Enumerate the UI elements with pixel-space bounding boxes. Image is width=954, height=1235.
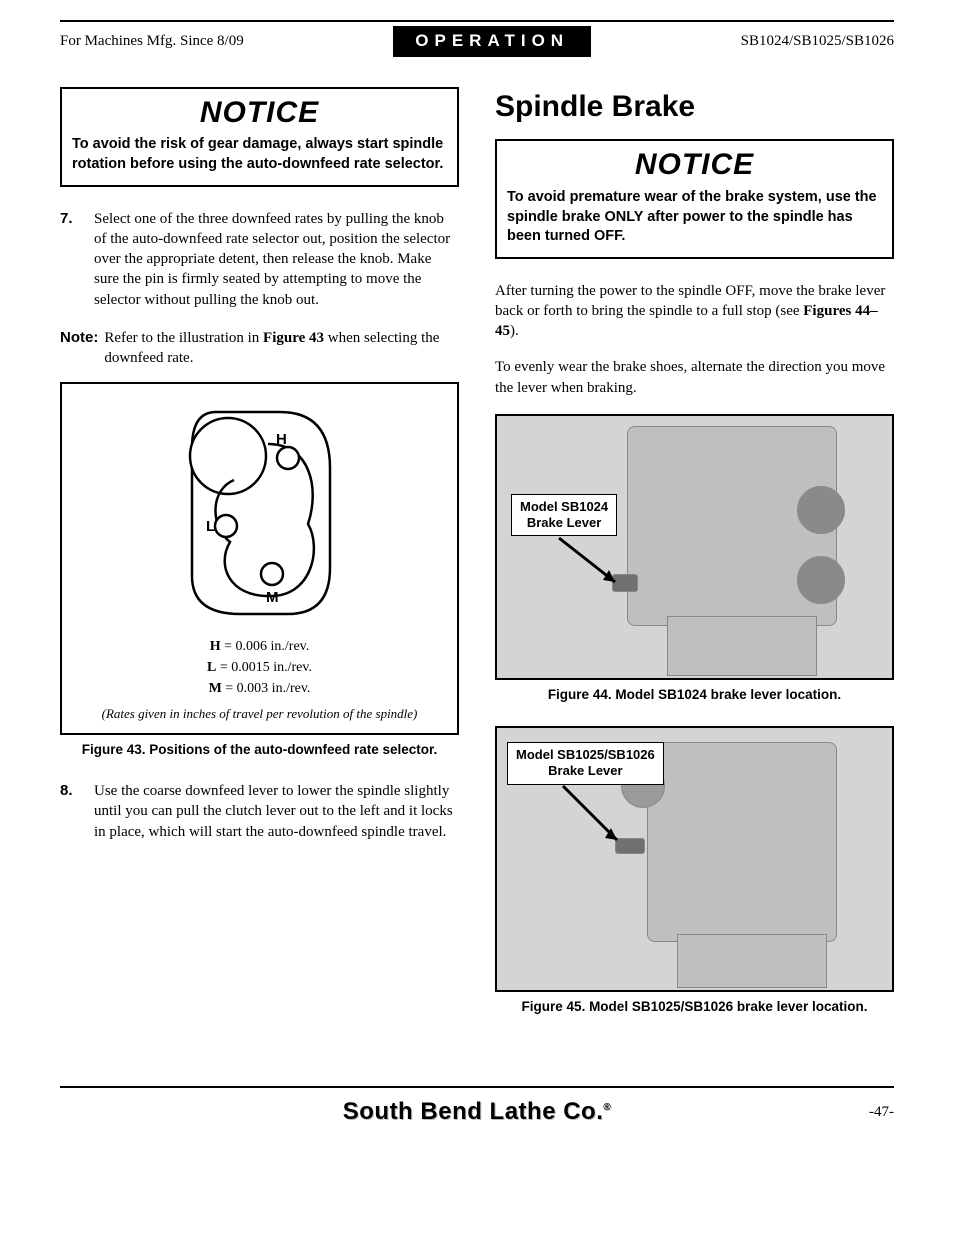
figure-ref-43: Figure 43: [263, 330, 324, 346]
fig45-callout-label: Model SB1025/SB1026 Brake Lever: [507, 742, 664, 785]
content-columns: NOTICE To avoid the risk of gear damage,…: [60, 87, 894, 1016]
footer-brand: South Bend Lathe Co.®: [343, 1096, 612, 1128]
footer-rule: [60, 1086, 894, 1088]
note-label: Note:: [60, 329, 98, 346]
step-text: Use the coarse downfeed lever to lower t…: [94, 781, 459, 842]
rate-l-val: = 0.0015 in./rev.: [216, 660, 312, 675]
fig44-callout-label: Model SB1024 Brake Lever: [511, 494, 617, 537]
rate-h-label: H: [210, 639, 221, 654]
note-text-a: Refer to the illustration in: [104, 330, 263, 346]
rates-list: H = 0.006 in./rev. L = 0.0015 in./rev. M…: [72, 636, 447, 699]
para1-b: ).: [510, 323, 519, 339]
left-column: NOTICE To avoid the risk of gear damage,…: [60, 87, 459, 1016]
header-section-badge: OPERATION: [393, 26, 591, 57]
step-number: 7.: [60, 209, 80, 310]
fig44-label-l1: Model SB1024: [520, 499, 608, 514]
page-header: For Machines Mfg. Since 8/09 OPERATION S…: [60, 26, 894, 57]
step-number: 8.: [60, 781, 80, 842]
figure-43-caption: Figure 43. Positions of the auto-downfee…: [60, 741, 459, 759]
notice-box-right: NOTICE To avoid premature wear of the br…: [495, 139, 894, 258]
page-number: -47-: [869, 1102, 894, 1122]
fig44-label-l2: Brake Lever: [527, 515, 601, 530]
figure-44-photo: Model SB1024 Brake Lever: [495, 414, 894, 680]
step-text: Select one of the three downfeed rates b…: [94, 209, 459, 310]
figure-43-box: H L M H = 0.006 in./rev. L = 0.0015 in./…: [60, 382, 459, 735]
notice-box-left: NOTICE To avoid the risk of gear damage,…: [60, 87, 459, 187]
notice-body: To avoid premature wear of the brake sys…: [507, 188, 882, 247]
header-left-text: For Machines Mfg. Since 8/09: [60, 31, 244, 51]
note-paragraph: Note: Refer to the illustration in Figur…: [60, 328, 459, 369]
fig45-label-l1: Model SB1025/SB1026: [516, 747, 655, 762]
figure-45-caption: Figure 45. Model SB1025/SB1026 brake lev…: [495, 998, 894, 1016]
paragraph-2: To evenly wear the brake shoes, alternat…: [495, 357, 894, 398]
arrow-icon: [557, 780, 637, 860]
rate-m-val: = 0.003 in./rev.: [222, 681, 311, 696]
section-title: Spindle Brake: [495, 87, 894, 128]
right-column: Spindle Brake NOTICE To avoid premature …: [495, 87, 894, 1016]
brand-text: South Bend Lathe Co.: [343, 1098, 604, 1125]
figure-45-photo: Model SB1025/SB1026 Brake Lever: [495, 726, 894, 992]
step-7: 7. Select one of the three downfeed rate…: [60, 209, 459, 310]
page-footer: South Bend Lathe Co.® -47-: [60, 1096, 894, 1138]
step-8: 8. Use the coarse downfeed lever to lowe…: [60, 781, 459, 842]
notice-body: To avoid the risk of gear damage, always…: [72, 135, 447, 174]
top-rule: [60, 20, 894, 22]
rate-l-label: L: [207, 660, 216, 675]
header-right-text: SB1024/SB1025/SB1026: [741, 31, 894, 51]
arrow-icon: [553, 532, 633, 602]
registered-mark-icon: ®: [603, 1102, 611, 1113]
selector-diagram-icon: H L M: [150, 398, 370, 626]
svg-text:H: H: [276, 431, 287, 448]
svg-text:M: M: [266, 589, 279, 606]
svg-text:L: L: [206, 518, 215, 535]
fig45-label-l2: Brake Lever: [548, 763, 622, 778]
rate-h-val: = 0.006 in./rev.: [221, 639, 310, 654]
rate-m-label: M: [209, 681, 222, 696]
figure-44-caption: Figure 44. Model SB1024 brake lever loca…: [495, 686, 894, 704]
rates-note: (Rates given in inches of travel per rev…: [72, 705, 447, 723]
notice-title: NOTICE: [72, 93, 447, 134]
paragraph-1: After turning the power to the spindle O…: [495, 281, 894, 342]
notice-title: NOTICE: [507, 145, 882, 186]
